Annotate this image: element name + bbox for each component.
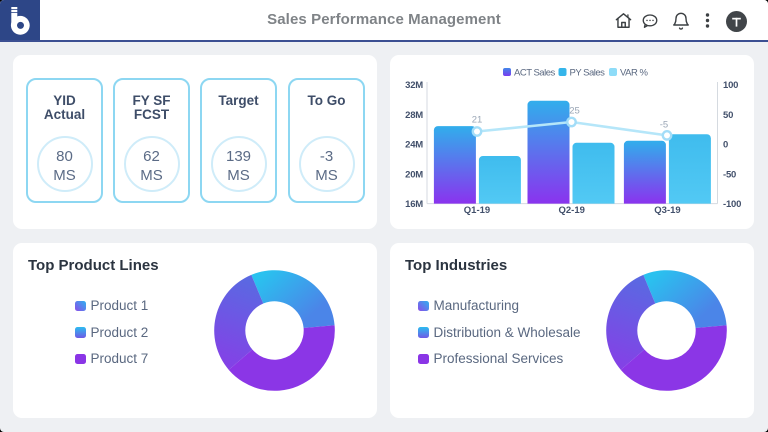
svg-text:-100: -100 xyxy=(723,199,741,210)
svg-text:Q1-19: Q1-19 xyxy=(464,205,490,216)
svg-text:0: 0 xyxy=(723,140,728,151)
svg-text:ACT Sales: ACT Sales xyxy=(514,68,555,79)
svg-text:100: 100 xyxy=(723,80,738,91)
svg-text:21: 21 xyxy=(472,115,483,126)
svg-text:Q3-19: Q3-19 xyxy=(654,205,680,216)
svg-text:Q2-19: Q2-19 xyxy=(558,205,584,216)
svg-text:16M: 16M xyxy=(405,199,423,210)
svg-text:32M: 32M xyxy=(405,80,423,91)
svg-text:50: 50 xyxy=(723,110,733,121)
svg-text:PY Sales: PY Sales xyxy=(570,68,606,79)
svg-text:VAR %: VAR % xyxy=(620,68,648,79)
svg-text:-5: -5 xyxy=(660,120,668,131)
svg-text:25: 25 xyxy=(569,106,580,117)
svg-text:24M: 24M xyxy=(405,140,423,151)
svg-text:-50: -50 xyxy=(723,169,736,180)
svg-text:28M: 28M xyxy=(405,110,423,121)
svg-text:20M: 20M xyxy=(405,169,423,180)
